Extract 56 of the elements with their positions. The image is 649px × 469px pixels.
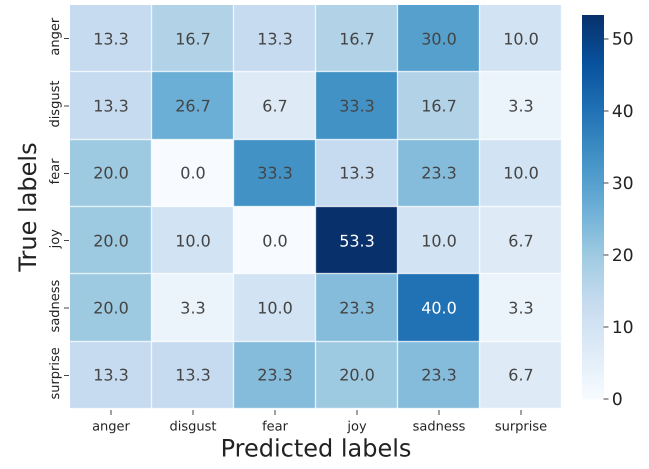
data-label: 13.3: [93, 96, 129, 116]
data-label: 20.0: [93, 164, 129, 183]
data-label: 13.3: [339, 164, 375, 183]
data-label: 23.3: [339, 298, 375, 318]
x-tick-label: surprise: [494, 420, 548, 435]
data-label: 16.7: [175, 30, 211, 49]
data-label: 16.7: [339, 30, 375, 49]
data-label: 0.0: [262, 232, 288, 251]
x-tick-label: anger: [92, 420, 131, 435]
data-label: 10.0: [257, 298, 293, 318]
data-label: 10.0: [421, 232, 457, 251]
color-bar-label: 20: [612, 246, 634, 266]
y-tick-label: anger: [48, 17, 63, 56]
data-label: 16.7: [421, 96, 457, 116]
data-label: 3.3: [508, 298, 534, 318]
data-label: 20.0: [93, 298, 129, 318]
data-label: 6.7: [262, 96, 288, 116]
data-label: 26.7: [175, 96, 211, 116]
data-label: 6.7: [508, 366, 534, 385]
data-label: 20.0: [93, 232, 129, 251]
data-label: 0.0: [180, 164, 206, 183]
data-label: 30.0: [421, 30, 457, 49]
x-axis-title: Predicted labels: [220, 434, 412, 463]
data-label: 23.3: [421, 164, 457, 183]
y-tick-label: surprise: [48, 347, 63, 400]
data-label: 53.3: [339, 232, 375, 251]
y-tick-label: joy: [48, 228, 63, 250]
x-tick-label: sadness: [412, 420, 466, 435]
data-label: 3.3: [180, 298, 206, 318]
x-tick-label: joy: [346, 420, 367, 435]
data-label: 23.3: [257, 366, 293, 385]
data-label: 3.3: [508, 96, 534, 116]
data-label: 33.3: [339, 96, 375, 116]
data-label: 20.0: [339, 366, 375, 385]
data-label: 13.3: [93, 30, 129, 49]
color-bar-label: 0: [612, 390, 623, 410]
y-tick-label: disgust: [48, 80, 63, 128]
data-label: 10.0: [503, 164, 539, 183]
data-label: 40.0: [421, 298, 457, 318]
color-bar-label: 50: [612, 30, 634, 50]
x-tick-label: disgust: [170, 420, 216, 435]
x-tick-label: fear: [262, 420, 289, 435]
data-label: 10.0: [503, 30, 539, 49]
color-bar-label: 40: [612, 102, 634, 122]
data-label: 13.3: [175, 366, 211, 385]
y-tick-label: fear: [48, 158, 63, 184]
y-tick-label: sadness: [48, 279, 63, 332]
data-label: 13.3: [257, 30, 293, 49]
data-label: 23.3: [421, 366, 457, 385]
y-axis-title: True labels: [14, 142, 42, 273]
color-bar-label: 30: [612, 174, 634, 194]
data-label: 6.7: [508, 232, 534, 251]
data-label: 13.3: [93, 366, 129, 385]
color-bar-label: 10: [612, 318, 634, 338]
data-label: 10.0: [175, 232, 211, 251]
data-label: 33.3: [257, 164, 293, 183]
